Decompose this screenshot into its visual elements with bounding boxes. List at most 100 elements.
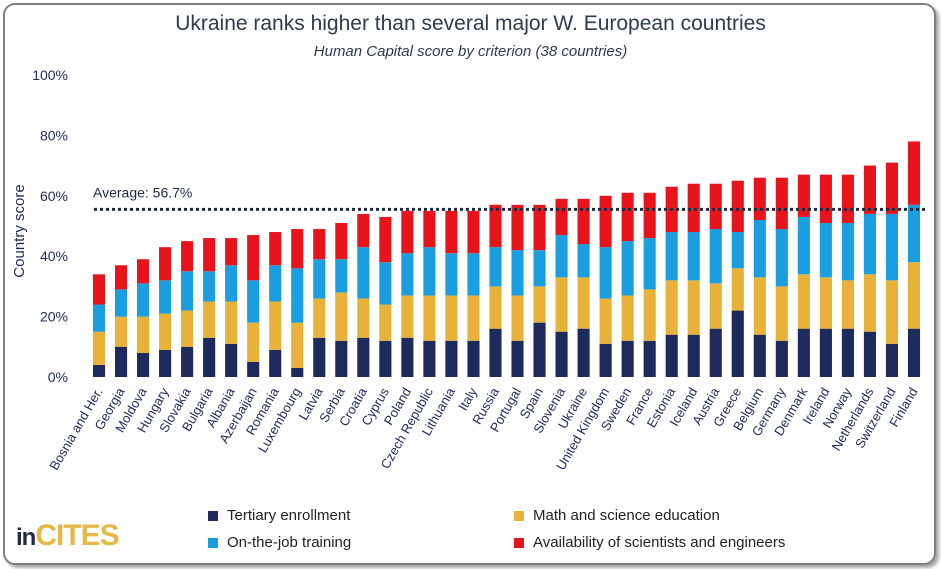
bar-math-and-science-education [203,301,216,338]
bar-on-the-job-training [114,289,128,317]
bar-on-the-job-training [291,268,304,323]
bar-availability-of-scientists-and-engineers [379,216,392,263]
bar-math-and-science-education [863,274,876,332]
average-label: Average: 56.7% [93,184,192,200]
bar-availability-of-scientists-and-engineers [797,174,810,217]
bar-math-and-science-education [291,322,304,368]
chart-title: Ukraine ranks higher than several major … [175,12,766,35]
bar-on-the-job-training [841,222,854,281]
bar-on-the-job-training [92,304,106,332]
bar-math-and-science-education [687,280,700,335]
bar-availability-of-scientists-and-engineers [775,177,788,230]
bar-tertiary-enrollment [577,328,590,377]
bar-math-and-science-education [269,301,282,350]
bar-on-the-job-training [797,216,810,275]
bar-on-the-job-training [555,235,568,278]
bar-availability-of-scientists-and-engineers [445,210,458,254]
bar-availability-of-scientists-and-engineers [643,192,656,239]
bar-on-the-job-training [489,247,502,287]
bar-math-and-science-education [797,274,810,329]
bar-on-the-job-training [687,232,700,281]
bar-on-the-job-training [423,247,436,296]
bar-tertiary-enrollment [489,328,502,377]
bar-availability-of-scientists-and-engineers [203,238,216,272]
bar-on-the-job-training [643,238,656,290]
bar-on-the-job-training [731,232,744,269]
bar-tertiary-enrollment [159,349,172,377]
bar-availability-of-scientists-and-engineers [247,235,260,281]
bar-availability-of-scientists-and-engineers [709,183,722,230]
bar-tertiary-enrollment [819,328,832,377]
bar-availability-of-scientists-and-engineers [819,174,832,223]
bar-availability-of-scientists-and-engineers [313,229,326,260]
bar-on-the-job-training [907,204,921,263]
bar-math-and-science-education [379,304,392,341]
y-axis-label: Country score [11,184,28,277]
y-tick-label: 100% [32,67,68,83]
bar-on-the-job-training [181,271,194,311]
bar-on-the-job-training [269,265,282,302]
bar-tertiary-enrollment [114,346,128,377]
bar-on-the-job-training [753,219,766,278]
bar-math-and-science-education [885,280,899,344]
bar-tertiary-enrollment [687,334,700,377]
bar-math-and-science-education [709,283,722,329]
bar-math-and-science-education [137,316,150,353]
bar-math-and-science-education [247,322,260,362]
bar-math-and-science-education [621,295,634,341]
bar-on-the-job-training [511,250,524,296]
y-tick-label: 20% [40,309,68,325]
bar-availability-of-scientists-and-engineers [357,213,370,248]
bar-tertiary-enrollment [137,352,150,377]
bar-tertiary-enrollment [92,364,106,377]
bar-math-and-science-education [335,292,348,341]
bar-math-and-science-education [423,295,436,341]
bar-tertiary-enrollment [863,331,876,377]
bar-availability-of-scientists-and-engineers [467,210,480,254]
bar-math-and-science-education [665,280,678,335]
incites-logo: inCITES [16,519,120,552]
bar-tertiary-enrollment [555,331,568,377]
bar-math-and-science-education [181,310,194,347]
bar-on-the-job-training [665,232,678,281]
bar-math-and-science-education [599,298,612,344]
bar-tertiary-enrollment [313,337,326,377]
bar-on-the-job-training [445,253,458,296]
bar-tertiary-enrollment [467,340,480,377]
bar-on-the-job-training [247,280,260,323]
bar-availability-of-scientists-and-engineers [92,274,106,305]
bar-tertiary-enrollment [269,349,282,377]
bar-on-the-job-training [159,280,172,314]
bar-math-and-science-education [555,277,568,332]
bar-math-and-science-education [643,289,656,341]
bar-availability-of-scientists-and-engineers [577,198,590,245]
bar-math-and-science-education [907,262,921,329]
bar-math-and-science-education [731,268,744,311]
bar-tertiary-enrollment [247,361,260,377]
bar-tertiary-enrollment [709,328,722,377]
bar-tertiary-enrollment [841,328,854,377]
chart-subtitle: Human Capital score by criterion (38 cou… [313,43,628,60]
bar-availability-of-scientists-and-engineers [114,265,128,290]
bar-on-the-job-training [335,259,348,293]
bar-availability-of-scientists-and-engineers [907,141,921,205]
bar-tertiary-enrollment [797,328,810,377]
bar-on-the-job-training [357,247,370,299]
y-tick-label: 80% [40,127,68,143]
bar-availability-of-scientists-and-engineers [225,238,238,266]
bar-on-the-job-training [467,253,480,296]
bar-availability-of-scientists-and-engineers [335,222,348,260]
bar-availability-of-scientists-and-engineers [863,165,876,214]
bar-on-the-job-training [599,247,612,299]
bar-math-and-science-education [533,286,546,323]
bar-on-the-job-training [225,265,238,302]
bar-tertiary-enrollment [511,340,524,377]
bar-tertiary-enrollment [203,337,216,377]
bar-on-the-job-training [577,244,590,278]
bar-math-and-science-education [841,280,854,329]
bar-availability-of-scientists-and-engineers [599,195,612,248]
bar-tertiary-enrollment [225,343,238,377]
bar-availability-of-scientists-and-engineers [555,198,568,236]
bar-math-and-science-education [357,298,370,338]
bar-tertiary-enrollment [599,343,612,377]
